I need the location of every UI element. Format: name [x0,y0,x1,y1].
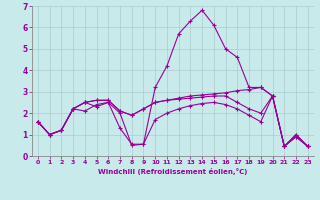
X-axis label: Windchill (Refroidissement éolien,°C): Windchill (Refroidissement éolien,°C) [98,168,247,175]
